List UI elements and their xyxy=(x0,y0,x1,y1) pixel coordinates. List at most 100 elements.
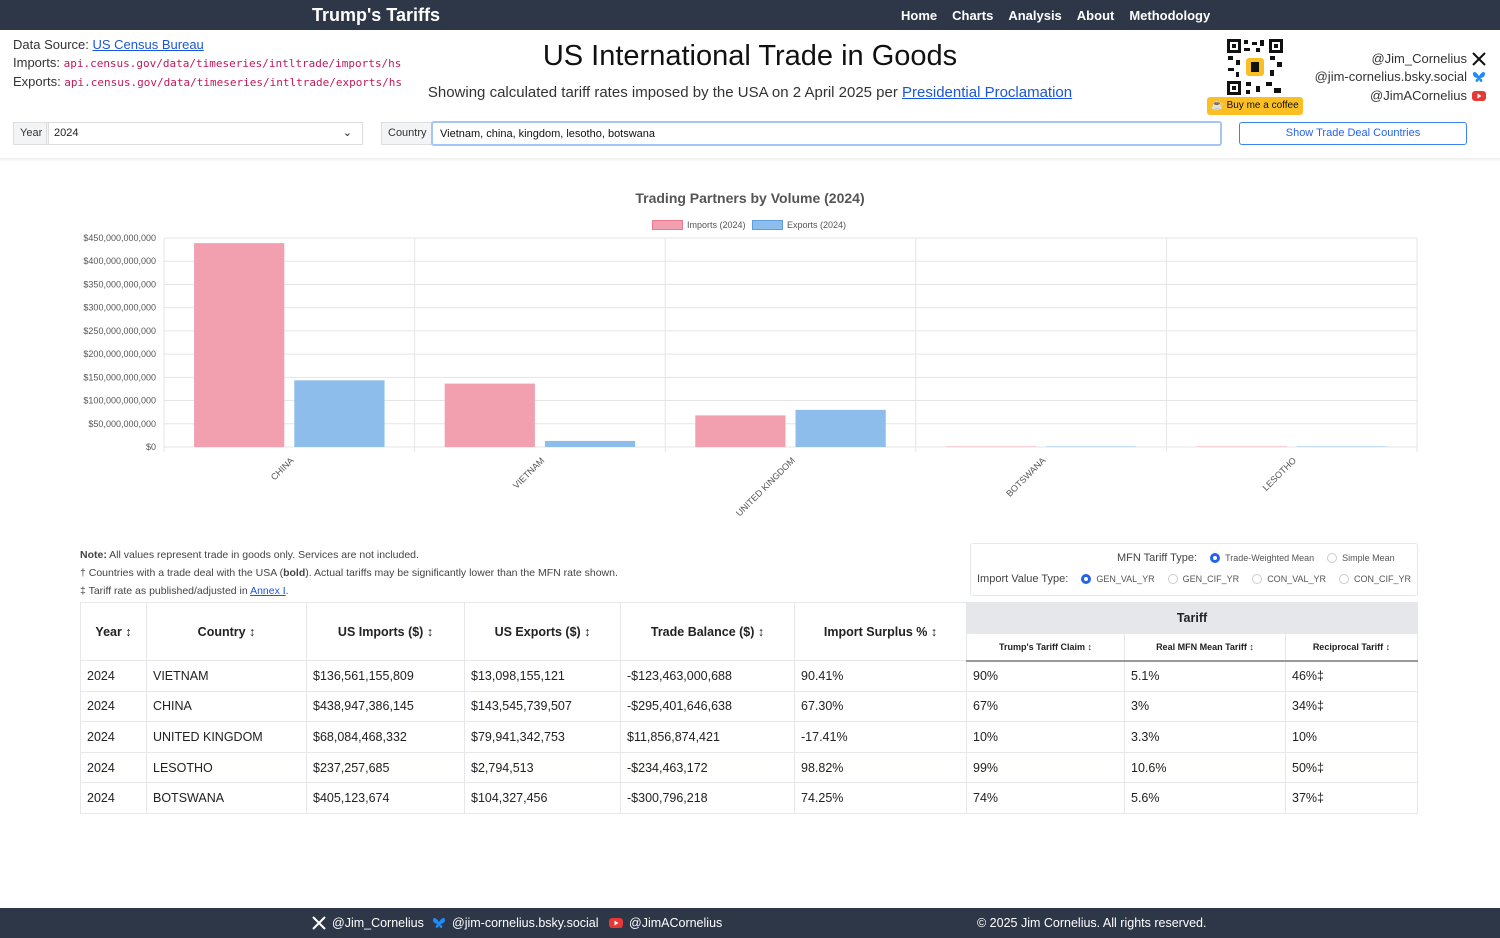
nav-charts[interactable]: Charts xyxy=(952,8,994,23)
year-select[interactable]: 2024 ⌄ xyxy=(46,122,363,145)
top-nav: Trump's Tariffs Home Charts Analysis Abo… xyxy=(0,0,1500,30)
cell-year: 2024 xyxy=(80,690,147,723)
footer-social-x[interactable]: @Jim_Cornelius xyxy=(312,916,424,930)
radio-gen-val[interactable] xyxy=(1081,574,1092,584)
bluesky-butterfly-icon xyxy=(1473,71,1485,82)
th-imports[interactable]: US Imports ($) ↕ xyxy=(306,602,465,661)
exports-url: api.census.gov/data/timeseries/intltrade… xyxy=(64,76,403,89)
radio-con-cif[interactable] xyxy=(1339,574,1350,584)
footer-social-youtube[interactable]: @JimACornelius xyxy=(609,916,722,930)
x-tick-label: LESOTHO xyxy=(1261,455,1298,492)
nav-methodology[interactable]: Methodology xyxy=(1129,8,1211,23)
radio-simple-mean[interactable] xyxy=(1327,553,1338,563)
th-year[interactable]: Year ↕ xyxy=(80,602,147,661)
cell-surplus: 90.41% xyxy=(794,660,967,692)
show-trade-deal-button[interactable]: Show Trade Deal Countries xyxy=(1239,122,1467,145)
cell-year: 2024 xyxy=(80,660,147,692)
social-bsky[interactable]: @jim-cornelius.bsky.social xyxy=(1315,69,1486,84)
youtube-icon xyxy=(1472,90,1486,101)
x-tick-label: CHINA xyxy=(269,455,296,482)
y-tick-label: $350,000,000,000 xyxy=(83,279,156,289)
table-row: 2024 VIETNAM $136,561,155,809 $13,098,155,1… xyxy=(80,660,1418,692)
cell-mfn: 3% xyxy=(1124,690,1286,723)
bar-imports xyxy=(695,415,786,447)
radio-trade-weighted[interactable] xyxy=(1210,553,1221,563)
cell-country: CHINA xyxy=(146,690,307,723)
qr-code-icon[interactable] xyxy=(1226,38,1284,96)
th-reciprocal-tariff[interactable]: Reciprocal Tariff ↕ xyxy=(1285,633,1418,662)
page-subtitle: Showing calculated tariff rates imposed … xyxy=(427,84,1073,101)
table-row: 2024 LESOTHO $237,257,685 $2,794,513 -$234,4… xyxy=(80,751,1418,784)
social-youtube[interactable]: @JimACornelius xyxy=(1370,88,1486,103)
legend-imports[interactable]: Imports (2024) xyxy=(652,220,746,230)
y-tick-label: $150,000,000,000 xyxy=(83,372,156,382)
bar-imports xyxy=(1196,446,1287,447)
data-source: Data Source: US Census Bureau xyxy=(13,37,204,52)
country-input[interactable] xyxy=(431,121,1222,146)
cell-country: BOTSWANA xyxy=(146,782,307,814)
cell-year: 2024 xyxy=(80,782,147,814)
year-label: Year xyxy=(13,122,50,145)
y-tick-label: $0 xyxy=(146,442,156,452)
bar-chart: $0 $50,000,000,000 $100,000,000,000 $150,00… xyxy=(83,233,1418,518)
th-country[interactable]: Country ↕ xyxy=(146,602,307,661)
cell-imports: $68,084,468,332 xyxy=(306,721,465,753)
cell-balance: -$300,796,218 xyxy=(620,782,795,814)
footer-copyright: © 2025 Jim Cornelius. All rights reserve… xyxy=(977,916,1207,930)
cell-recip: 37%‡ xyxy=(1285,782,1418,814)
annex-link[interactable]: Annex I xyxy=(250,585,286,597)
bar-exports xyxy=(294,380,385,447)
notes: Note: All values represent trade in good… xyxy=(80,546,618,600)
nav-analysis[interactable]: Analysis xyxy=(1008,8,1062,23)
census-link[interactable]: US Census Bureau xyxy=(92,37,204,52)
y-tick-label: $300,000,000,000 xyxy=(83,303,156,313)
cell-exports: $79,941,342,753 xyxy=(464,721,621,753)
th-tariff-claim[interactable]: Trump's Tariff Claim ↕ xyxy=(966,633,1125,662)
th-mfn-tariff[interactable]: Real MFN Mean Tariff ↕ xyxy=(1124,633,1286,662)
chart-title: Trading Partners by Volume (2024) xyxy=(635,190,865,206)
brand-title[interactable]: Trump's Tariffs xyxy=(312,5,440,25)
table-row: 2024 BOTSWANA $405,123,674 $104,327,456 -$30… xyxy=(80,782,1418,814)
proclamation-link[interactable]: Presidential Proclamation xyxy=(902,84,1073,101)
mfn-type-row: MFN Tariff Type: Trade-Weighted Mean Sim… xyxy=(1117,552,1395,564)
th-balance[interactable]: Trade Balance ($) ↕ xyxy=(620,602,795,661)
cell-surplus: -17.41% xyxy=(794,721,967,753)
x-tick-label: VIETNAM xyxy=(511,455,546,490)
y-tick-label: $50,000,000,000 xyxy=(88,419,156,429)
bluesky-butterfly-icon xyxy=(433,917,445,928)
x-logo-icon xyxy=(1472,51,1486,66)
cell-surplus: 67.30% xyxy=(794,690,967,723)
divider xyxy=(0,158,1500,162)
bar-exports xyxy=(1046,446,1137,447)
cell-claim: 74% xyxy=(966,782,1125,814)
th-surplus[interactable]: Import Surplus % ↕ xyxy=(794,602,967,661)
chevron-down-icon: ⌄ xyxy=(342,127,352,139)
page-title: US International Trade in Goods xyxy=(542,40,958,72)
cell-mfn: 5.1% xyxy=(1124,660,1286,692)
nav-home[interactable]: Home xyxy=(901,8,938,23)
social-x[interactable]: @Jim_Cornelius xyxy=(1371,51,1486,66)
cell-exports: $143,545,739,507 xyxy=(464,690,621,723)
cell-claim: 90% xyxy=(966,660,1125,692)
footer: @Jim_Cornelius @jim-cornelius.bsky.socia… xyxy=(0,908,1500,938)
buy-coffee-button[interactable]: ☕ Buy me a coffee xyxy=(1207,97,1303,115)
th-exports[interactable]: US Exports ($) ↕ xyxy=(464,602,621,661)
nav-links: Home Charts Analysis About Methodology xyxy=(901,8,1210,23)
note-goods: Note: All values represent trade in good… xyxy=(80,549,419,561)
y-tick-label: $400,000,000,000 xyxy=(83,256,156,266)
bar-exports xyxy=(1296,446,1387,447)
radio-gen-cif[interactable] xyxy=(1167,574,1178,584)
th-tariff: Tariff xyxy=(966,602,1418,634)
cell-balance: -$295,401,646,638 xyxy=(620,690,795,723)
cell-recip: 46%‡ xyxy=(1285,660,1418,692)
nav-about[interactable]: About xyxy=(1076,8,1115,23)
footer-social-bsky[interactable]: @jim-cornelius.bsky.social xyxy=(432,916,599,930)
cell-country: LESOTHO xyxy=(146,751,307,784)
cell-year: 2024 xyxy=(80,751,147,784)
table-row: 2024 CHINA $438,947,386,145 $143,545,739,50… xyxy=(80,690,1418,723)
imports-url: api.census.gov/data/timeseries/intltrade… xyxy=(63,57,402,70)
radio-con-val[interactable] xyxy=(1252,574,1263,584)
country-label: Country xyxy=(381,122,434,145)
cell-surplus: 98.82% xyxy=(794,751,967,784)
legend-exports[interactable]: Exports (2024) xyxy=(752,220,846,230)
